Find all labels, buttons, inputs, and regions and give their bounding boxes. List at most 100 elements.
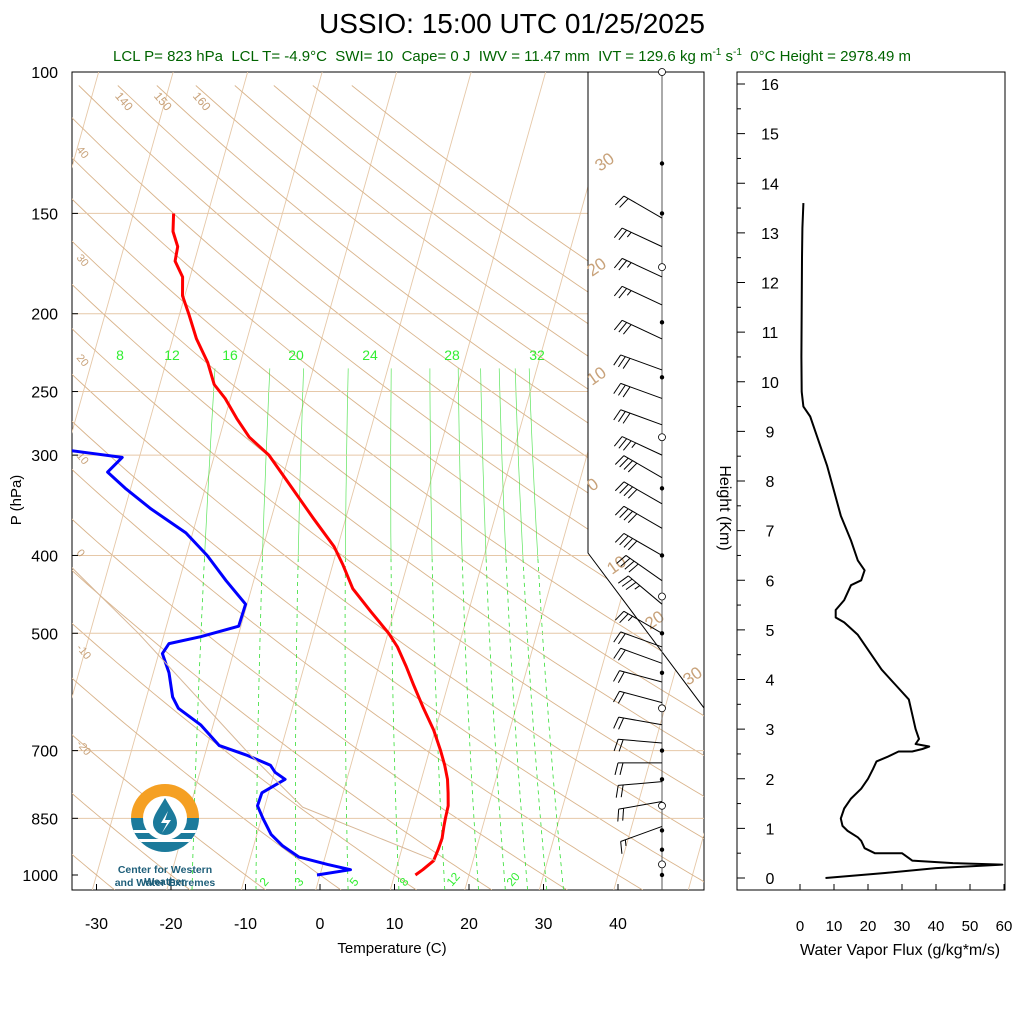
height-tick-label: 3 <box>766 722 775 739</box>
flux-tick-label: 10 <box>826 918 843 935</box>
mixing-ratio-line <box>297 368 304 559</box>
mixing-ratio-label: 20 <box>504 869 524 888</box>
height-tick-label: 9 <box>766 424 775 441</box>
series-parcel-line <box>72 567 436 862</box>
dry-adiabat-line <box>72 518 568 890</box>
height-marker <box>659 670 665 675</box>
isotherm-line <box>166 72 398 890</box>
wind-barb <box>613 436 663 456</box>
height-marker <box>658 433 666 442</box>
dry-adiabat-line <box>72 569 493 890</box>
x-tick-label: 10 <box>386 916 404 933</box>
dry-adiabat-line <box>72 157 704 640</box>
isotherm-line <box>763 72 993 890</box>
height-marker <box>658 68 666 76</box>
isotherm-line <box>72 72 174 434</box>
sounding-stats: LCL P= 823 hPa LCL T= -4.9°C SWI= 10 Cap… <box>0 47 1024 65</box>
x-axis-label: Temperature (C) <box>337 940 446 957</box>
wind-barb <box>617 801 663 822</box>
y-tick-label: 100 <box>31 65 58 82</box>
wind-barb <box>613 716 663 730</box>
dry-adiabat-line <box>72 198 704 678</box>
dry-adiabat-line <box>72 283 704 757</box>
wind-barb <box>613 382 663 399</box>
isotherm-label: 0 <box>74 547 87 559</box>
x-tick-label: -10 <box>234 916 257 933</box>
isotherm-line <box>91 72 323 890</box>
wind-barb <box>615 781 663 798</box>
mixing-ratio-line <box>480 368 487 559</box>
x-tick-label: -30 <box>85 916 108 933</box>
isotherm-line <box>240 72 472 890</box>
swi-value: SWI= 10 <box>335 48 394 65</box>
y-tick-label: 200 <box>31 307 58 324</box>
height-tick-label: 7 <box>766 524 775 541</box>
height-tick-label: 0 <box>766 871 775 888</box>
wind-barb <box>614 481 663 505</box>
series-temperature-line <box>171 213 450 877</box>
mixing-ratio-line <box>262 368 271 559</box>
mixing-ratio-label: 32 <box>529 347 545 363</box>
dry-adiabat-line <box>72 240 704 717</box>
height-tick-label: 13 <box>761 226 779 243</box>
x-tick-label: -20 <box>159 916 182 933</box>
mixing-ratio-line <box>528 368 539 559</box>
skew-t-traces <box>72 213 450 877</box>
dry-adiabat-line <box>72 677 342 890</box>
cw3e-logo: Center for Western Weather and Water Ext… <box>100 782 230 897</box>
mixing-ratio-line <box>522 558 548 890</box>
wind-barb <box>613 670 663 683</box>
lcl-temperature: LCL T= -4.9°C <box>231 48 327 65</box>
wind-barb <box>613 631 663 648</box>
mixing-ratio-line <box>498 368 507 559</box>
isotherm-line <box>72 72 249 699</box>
wvf-traces <box>800 203 1004 879</box>
isotherm-line <box>613 567 704 890</box>
mixing-ratio-line <box>537 558 564 890</box>
logo-caption-line2: and Water Extremes <box>114 877 216 889</box>
series-dewpoint-line <box>72 449 352 877</box>
height-tick-label: 4 <box>766 673 775 690</box>
zero-c-height: 0°C Height = 2978.49 m <box>750 48 911 65</box>
isotherm-label: 40 <box>74 144 91 161</box>
flux-tick-label: 50 <box>962 918 979 935</box>
flux-tick-label: 30 <box>894 918 911 935</box>
height-tick-label: 8 <box>766 474 775 491</box>
mixing-ratio-line <box>204 368 216 559</box>
height-tick-label: 12 <box>761 276 779 293</box>
dry-adiabat-line <box>72 373 704 840</box>
mixing-ratio-line <box>514 368 524 559</box>
adiabat-label: 160 <box>190 89 214 114</box>
wind-barb <box>613 285 663 306</box>
flux-tick-label: 40 <box>928 918 945 935</box>
mixing-ratio-label: 16 <box>222 347 238 363</box>
dry-adiabat-line <box>72 468 643 890</box>
y-axis-label: P (hPa) <box>8 475 25 526</box>
cape-value: Cape= 0 J <box>401 48 471 65</box>
height-marker <box>659 320 665 325</box>
y-tick-label: 850 <box>31 811 58 828</box>
mixing-ratio-line <box>344 558 349 890</box>
x-tick-label: 40 <box>609 916 627 933</box>
wind-barb <box>614 762 662 775</box>
y-tick-label: 500 <box>31 626 58 643</box>
isotherm-line <box>389 72 621 890</box>
wvf-x-axis-label: Water Vapor Flux (g/kg*m/s) <box>800 942 1000 959</box>
mixing-ratio-label: 2 <box>257 875 272 889</box>
height-marker <box>658 592 666 601</box>
height-tick-label: 11 <box>762 325 779 342</box>
dry-adiabat-line <box>117 85 704 533</box>
ivt-value: IVT = 129.6 kg m-1 s-1 <box>598 47 742 65</box>
height-tick-label: 6 <box>766 573 775 590</box>
wind-barb <box>613 227 663 248</box>
height-marker <box>659 847 665 852</box>
wind-barb <box>620 825 663 854</box>
cw3e-emblem-icon <box>131 784 199 852</box>
wind-barb <box>617 575 663 605</box>
